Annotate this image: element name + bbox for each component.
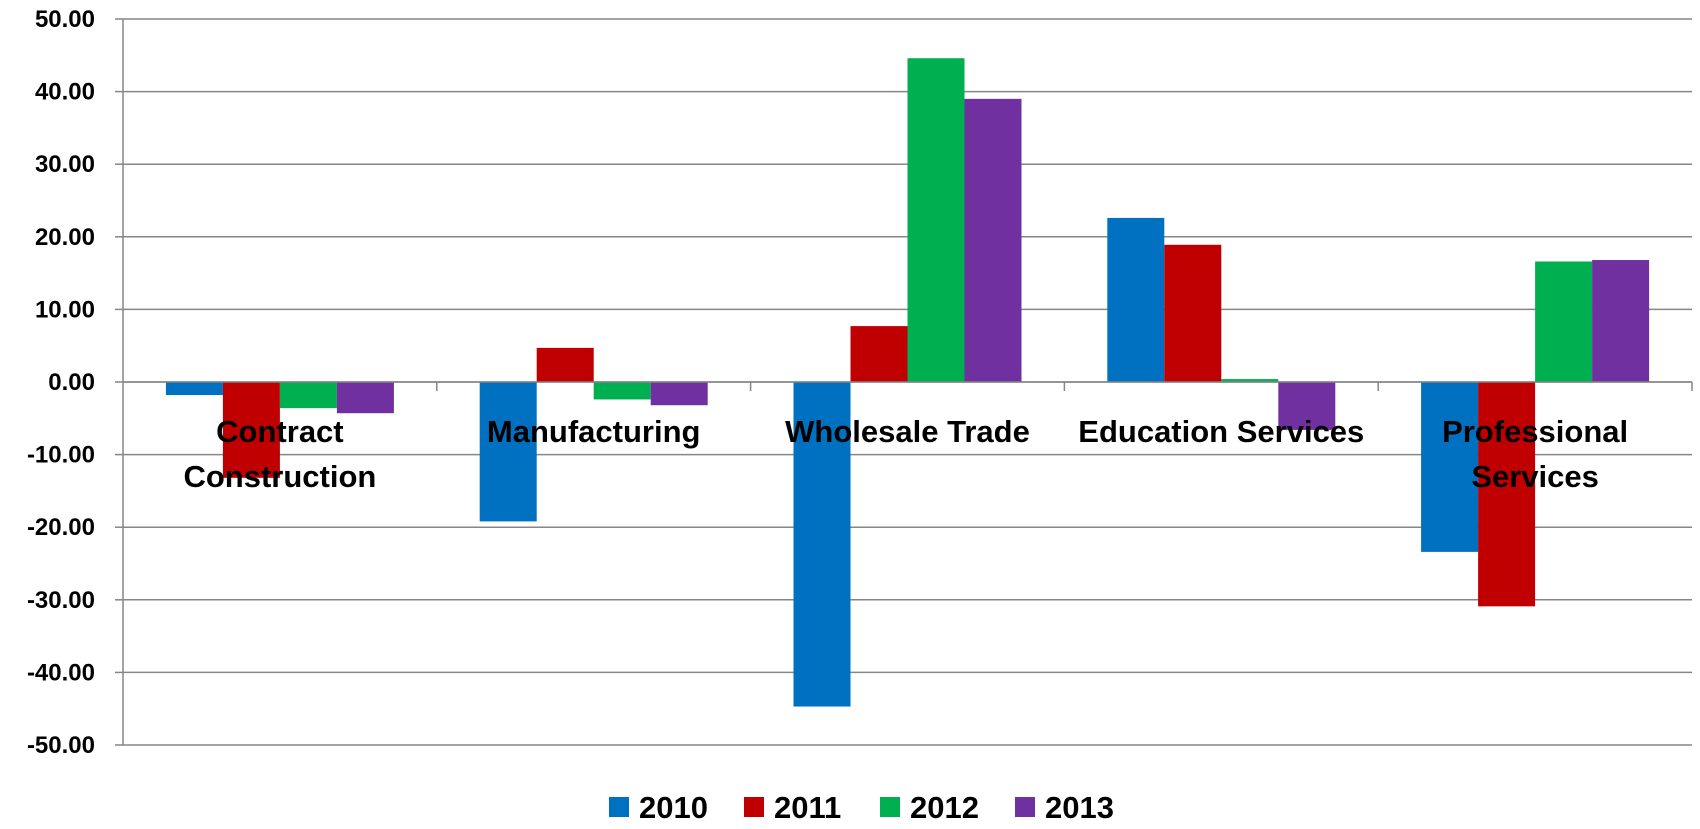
legend-swatch-2011 <box>744 797 764 817</box>
category-label: Professional <box>1442 414 1628 449</box>
y-tick-label: 0.00 <box>48 369 95 396</box>
y-tick-label: 50.00 <box>35 6 95 33</box>
y-tick-label: -10.00 <box>27 442 95 469</box>
legend: 2010 2011 2012 2013 <box>609 790 1114 825</box>
legend-label-2012: 2012 <box>910 790 979 825</box>
bar-2012-1 <box>593 382 651 400</box>
legend-swatch-2012 <box>880 797 900 817</box>
legend-label-2010: 2010 <box>639 790 708 825</box>
category-label: Contract <box>216 414 343 449</box>
y-tick-label: 20.00 <box>35 224 95 251</box>
y-tick-label: -30.00 <box>27 587 95 614</box>
y-tick-label: -40.00 <box>27 659 95 686</box>
bar-2010-4 <box>1421 382 1479 552</box>
y-tick-label: -20.00 <box>27 514 95 541</box>
bar-2010-3 <box>1107 217 1165 382</box>
bar-2010-1 <box>479 382 537 522</box>
legend-swatch-2010 <box>609 797 629 817</box>
legend-label-2013: 2013 <box>1045 790 1114 825</box>
bar-2012-2 <box>907 58 965 382</box>
bar-2012-3 <box>1221 379 1279 382</box>
bar-2012-4 <box>1535 261 1593 382</box>
category-label: Manufacturing <box>487 414 701 449</box>
bar-2011-3 <box>1164 244 1222 382</box>
y-tick-label: 30.00 <box>35 151 95 178</box>
bar-2013-4 <box>1592 260 1650 382</box>
bar-2010-2 <box>793 382 851 707</box>
category-label: Services <box>1471 459 1599 494</box>
axes: 50.00 40.00 30.00 20.00 10.00 0.00 -10.00 -20.0… <box>27 6 1693 759</box>
bar-2011-2 <box>850 326 908 382</box>
bar-2011-4 <box>1478 382 1536 607</box>
y-tick-label: 10.00 <box>35 296 95 323</box>
bar-2011-1 <box>536 347 594 382</box>
y-tick-label: -50.00 <box>27 732 95 759</box>
category-label: Wholesale Trade <box>785 414 1030 449</box>
category-label: Construction <box>183 459 376 494</box>
category-labels: Contract Construction Manufacturing Wholesa… <box>183 414 1628 494</box>
bar-2010-0 <box>165 382 223 396</box>
y-tick-label: 40.00 <box>35 79 95 106</box>
category-label: Education Services <box>1078 414 1364 449</box>
bar-2013-0 <box>336 382 394 414</box>
legend-label-2011: 2011 <box>774 790 841 825</box>
bar-2012-0 <box>279 382 337 409</box>
bar-2011-0 <box>222 382 280 478</box>
bar-2013-3 <box>1278 382 1336 430</box>
bar-2013-2 <box>964 98 1022 383</box>
bar-2013-1 <box>650 382 708 406</box>
legend-swatch-2013 <box>1015 797 1035 817</box>
bars <box>165 58 1650 707</box>
